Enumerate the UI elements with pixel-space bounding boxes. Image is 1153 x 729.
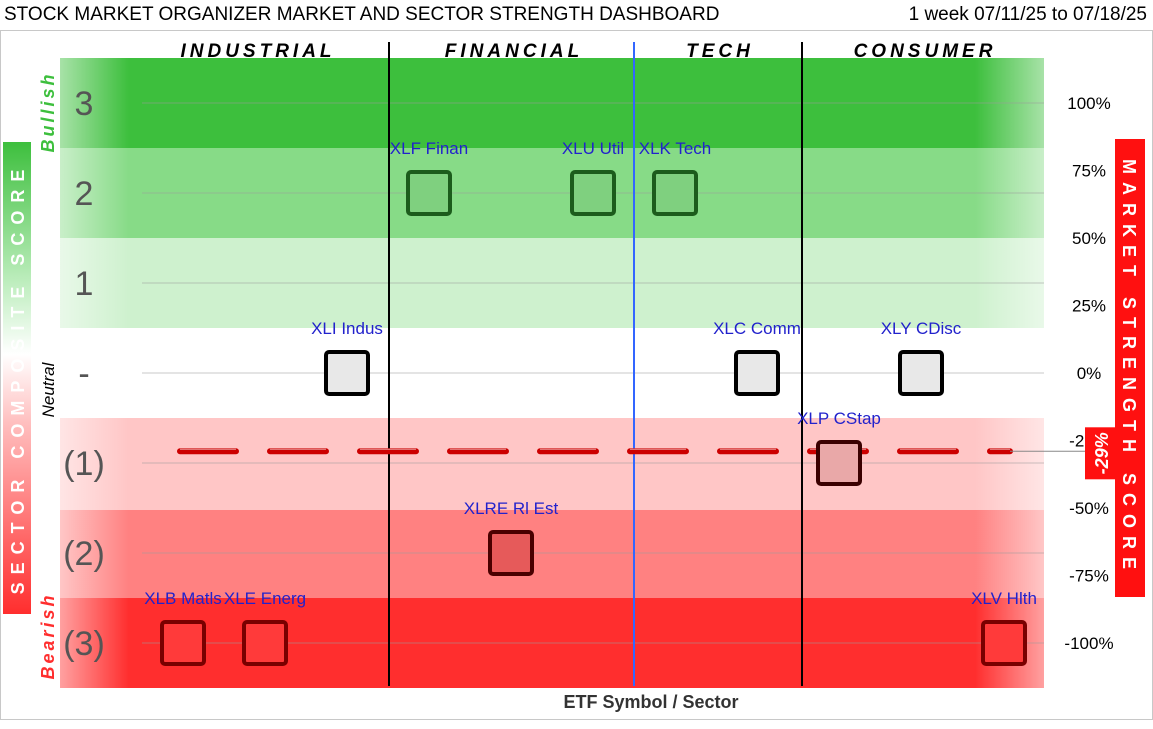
sector-tech: TECH [686,41,754,62]
right-axis: MARKET STRENGTH SCORE [1115,139,1145,597]
right-axis-bar [1115,139,1145,597]
market-strength-ticks: 100%75%50%25%0%-25%-50%-75%-100% [1064,94,1113,653]
pct-tick-label: -100% [1064,634,1113,653]
pct-tick-label: 100% [1067,94,1110,113]
score-level-label: - [78,355,89,393]
pct-tick-label: 75% [1072,162,1106,181]
etf-label: XLB Matls [144,589,221,608]
score-level-label: 2 [75,175,94,213]
sector-headers: INDUSTRIAL FINANCIAL TECH CONSUMER [180,41,997,62]
score-level-label: (3) [63,625,105,663]
score-level-label: (2) [63,535,105,573]
etf-marker [160,620,206,666]
etf-label: XLY CDisc [881,319,962,338]
score-level-label: 3 [75,85,94,123]
etf-label: XLU Util [562,139,624,158]
etf-marker [324,350,370,396]
pct-tick-label: 0% [1077,364,1102,383]
score-level-labels: 3 2 1 - (1) (2) (3) [63,85,105,663]
etf-label: XLC Comm [713,319,801,338]
sector-consumer: CONSUMER [854,41,997,62]
sector-dividers [388,42,803,686]
neutral-label: Neutral [39,361,58,417]
etf-marker [734,350,780,396]
left-axis-bar [3,142,31,614]
etf-marker [652,170,698,216]
right-axis-title: MARKET STRENGTH SCORE [1119,159,1139,577]
etf-marker [816,440,862,486]
etf-marker [406,170,452,216]
bearish-label: Bearish [38,592,58,679]
score-level-label: (1) [63,445,105,483]
etf-label: XLK Tech [639,139,711,158]
left-axis: SECTOR COMPOSITE SCORE Bullish Neutral B… [3,71,58,680]
pct-tick-label: -50% [1069,499,1109,518]
etf-marker [570,170,616,216]
etf-markers: XLB Matls XLE Energ XLI Indus XLF Finan XLRE… [144,139,1037,666]
etf-marker [981,620,1027,666]
x-axis-label: ETF Symbol / Sector [563,692,738,712]
pct-tick-label: -75% [1069,567,1109,586]
etf-label: XLRE Rl Est [464,499,559,518]
etf-label: XLP CStap [797,409,881,428]
page-title: STOCK MARKET ORGANIZER MARKET AND SECTOR… [4,4,720,25]
left-axis-title: SECTOR COMPOSITE SCORE [8,162,28,595]
etf-marker [898,350,944,396]
etf-label: XLF Finan [390,139,468,158]
score-level-label: 1 [75,265,94,303]
etf-label: XLE Energ [224,589,306,608]
market-strength-value-box [1085,427,1119,480]
etf-label: XLI Indus [311,319,383,338]
etf-label: XLV Hlth [971,589,1037,608]
pct-tick-label: 25% [1072,297,1106,316]
date-range: 1 week 07/11/25 to 07/18/25 [908,4,1147,25]
market-strength-value: -29% [1092,432,1112,474]
etf-marker [242,620,288,666]
sector-financial: FINANCIAL [445,41,583,62]
pct-tick-label: 50% [1072,229,1106,248]
bullish-label: Bullish [38,71,58,152]
sector-industrial: INDUSTRIAL [180,41,335,62]
market-strength-line: -29% [177,427,1119,480]
etf-marker [488,530,534,576]
